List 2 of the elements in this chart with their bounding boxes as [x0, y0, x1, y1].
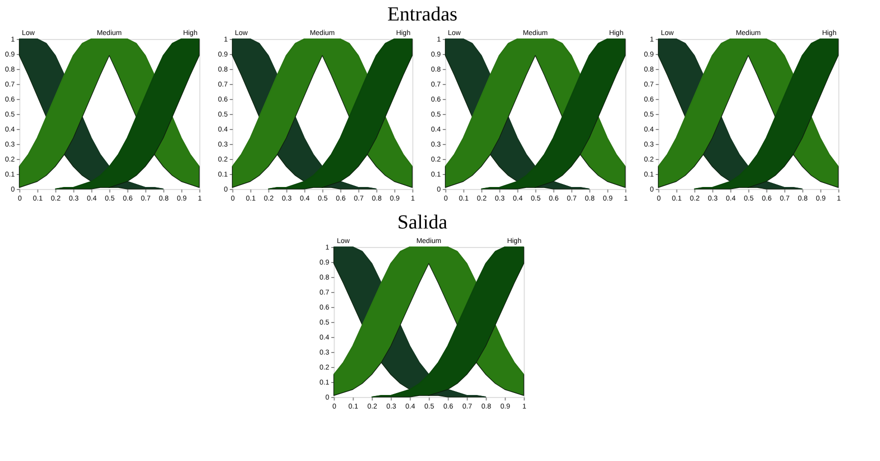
text: Entradas — [387, 4, 458, 26]
chart-title: Salida — [397, 212, 448, 234]
